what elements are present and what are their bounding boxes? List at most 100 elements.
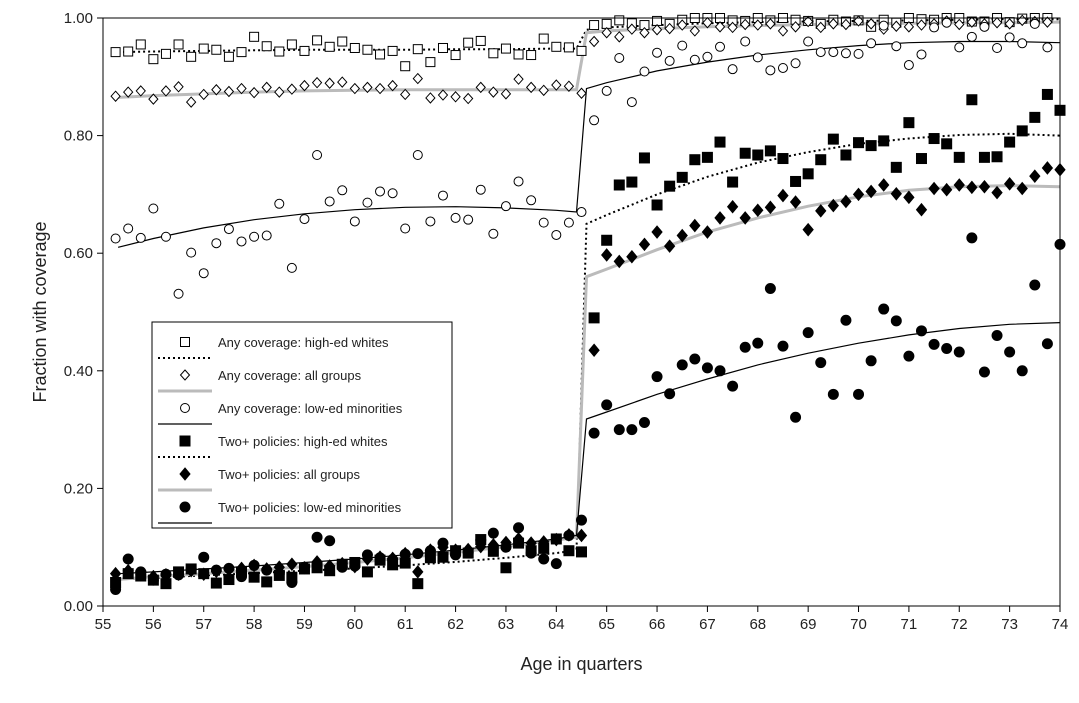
data-point: [966, 180, 978, 195]
data-point: [211, 238, 222, 249]
data-point: [475, 35, 486, 46]
data-point: [790, 411, 802, 423]
data-point: [677, 19, 688, 31]
x-tick-label: 61: [397, 616, 414, 633]
data-point: [978, 179, 991, 194]
data-point: [148, 203, 159, 214]
y-axis-title: Fraction with coverage: [30, 221, 50, 402]
data-point: [563, 42, 574, 53]
x-tick-label: 68: [749, 616, 766, 633]
data-point: [953, 178, 965, 192]
data-point: [374, 552, 386, 564]
data-point: [387, 45, 398, 56]
data-point: [803, 36, 814, 47]
data-point: [576, 87, 587, 100]
data-point: [701, 151, 713, 163]
data-point: [815, 357, 827, 369]
data-point: [639, 26, 650, 39]
data-point: [777, 25, 789, 37]
data-point: [110, 90, 121, 102]
data-point: [1003, 177, 1016, 191]
data-point: [437, 42, 448, 53]
legend-label: Two+ policies: low-ed minorities: [218, 500, 402, 515]
data-point: [663, 239, 676, 253]
data-point: [249, 231, 260, 242]
data-point: [714, 136, 726, 148]
data-point: [714, 21, 726, 33]
data-point: [550, 558, 562, 570]
data-point: [764, 282, 776, 294]
data-point: [878, 20, 889, 31]
data-point: [223, 562, 235, 574]
data-point: [928, 133, 940, 145]
data-point: [613, 424, 625, 436]
data-point: [160, 85, 172, 97]
data-point: [324, 559, 336, 573]
data-point: [828, 18, 839, 30]
data-point: [764, 200, 777, 215]
data-point: [538, 33, 549, 44]
data-point: [726, 199, 739, 214]
data-point: [878, 303, 890, 315]
data-point: [576, 546, 587, 558]
series-6: [110, 232, 1066, 596]
data-point: [991, 185, 1003, 200]
y-tick-label: 0.00: [64, 598, 93, 615]
data-point: [248, 571, 260, 583]
data-point: [815, 47, 826, 58]
data-point: [777, 153, 789, 165]
legend-marker: [179, 467, 191, 481]
data-point: [450, 91, 461, 103]
data-point: [828, 47, 839, 58]
legend-box: [151, 321, 453, 529]
data-point: [991, 151, 1003, 163]
data-point: [437, 89, 449, 101]
data-point: [789, 195, 802, 209]
x-tick-label: 71: [901, 616, 918, 633]
data-point: [210, 577, 222, 589]
data-point: [286, 262, 297, 273]
data-point: [236, 571, 248, 583]
data-point: [349, 560, 361, 572]
data-point: [198, 88, 209, 101]
data-point: [135, 39, 146, 50]
data-point: [588, 35, 600, 48]
data-point: [802, 222, 814, 237]
data-point: [324, 535, 336, 547]
data-point: [639, 66, 650, 77]
data-point: [387, 188, 398, 199]
data-point: [463, 37, 474, 48]
data-point: [425, 57, 436, 68]
data-point: [424, 545, 436, 557]
data-point: [1016, 181, 1028, 196]
data-point: [865, 184, 877, 199]
data-point: [160, 48, 171, 59]
data-point: [500, 43, 511, 54]
data-point: [1004, 346, 1016, 358]
data-point: [488, 228, 499, 239]
data-point: [916, 49, 927, 60]
data-point: [185, 96, 197, 108]
data-point: [538, 553, 550, 565]
data-point: [311, 76, 323, 89]
x-tick-label: 73: [1001, 616, 1018, 633]
data-point: [513, 522, 525, 534]
data-point: [588, 312, 600, 324]
data-point: [173, 569, 185, 581]
data-point: [752, 337, 764, 349]
data-point: [966, 232, 978, 244]
data-point: [752, 149, 764, 161]
data-point: [487, 538, 500, 552]
data-point: [299, 45, 310, 56]
y-tick-label: 1.00: [64, 10, 93, 27]
data-point: [148, 54, 159, 65]
data-point: [223, 224, 234, 235]
data-point: [324, 41, 335, 52]
data-point: [890, 315, 902, 327]
data-point: [878, 135, 890, 147]
data-point: [928, 181, 940, 196]
data-point: [437, 190, 448, 201]
data-point: [123, 86, 134, 98]
data-point: [601, 85, 612, 96]
